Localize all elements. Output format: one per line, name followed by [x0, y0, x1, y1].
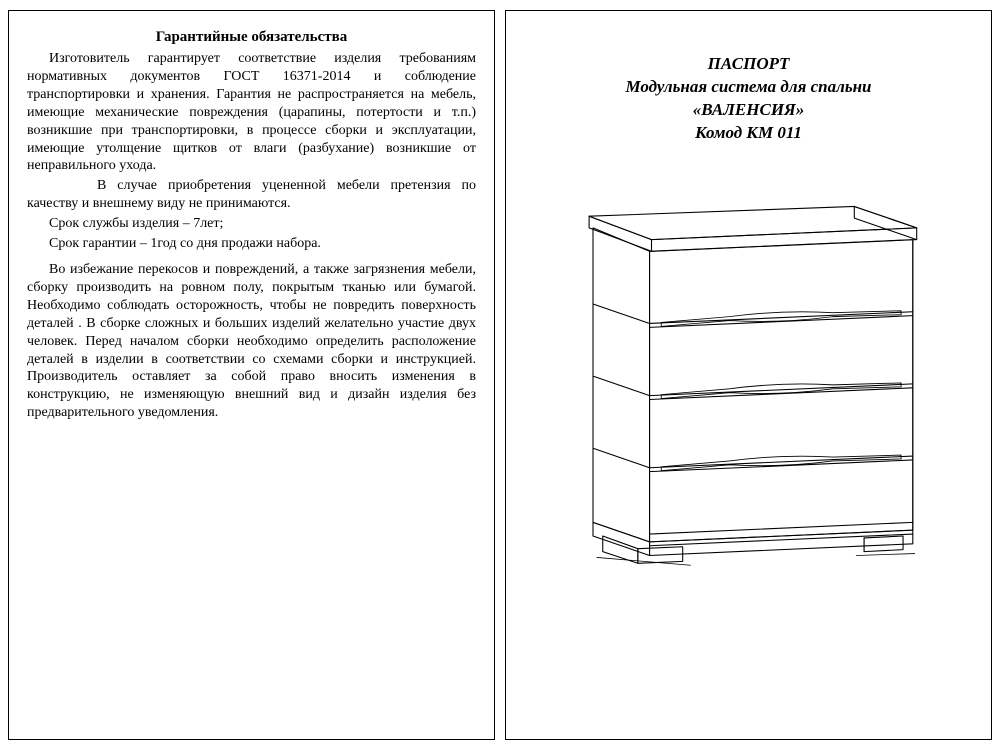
warranty-para-5: Во избежание перекосов и повреждений, а …: [27, 261, 476, 422]
header-line-3: «ВАЛЕНСИЯ»: [524, 99, 973, 122]
passport-header: ПАСПОРТ Модульная система для спальни «В…: [524, 53, 973, 145]
header-line-1: ПАСПОРТ: [524, 53, 973, 76]
page-right: ПАСПОРТ Модульная система для спальни «В…: [505, 10, 992, 740]
warranty-para-4: Срок гарантии – 1год со дня продажи набо…: [27, 235, 476, 253]
header-line-4: Комод КМ 011: [524, 122, 973, 145]
warranty-para-1: Изготовитель гарантирует соответствие из…: [27, 50, 476, 175]
warranty-para-2: В случае приобретения уцененной мебели п…: [27, 177, 476, 213]
header-line-2: Модульная система для спальни: [524, 76, 973, 99]
dresser-figure: [524, 175, 973, 585]
warranty-heading: Гарантийные обязательства: [27, 29, 476, 46]
page-left: Гарантийные обязательства Изготовитель г…: [8, 10, 495, 740]
warranty-para-3: Срок службы изделия – 7лет;: [27, 215, 476, 233]
dresser-drawing-icon: [554, 175, 944, 585]
